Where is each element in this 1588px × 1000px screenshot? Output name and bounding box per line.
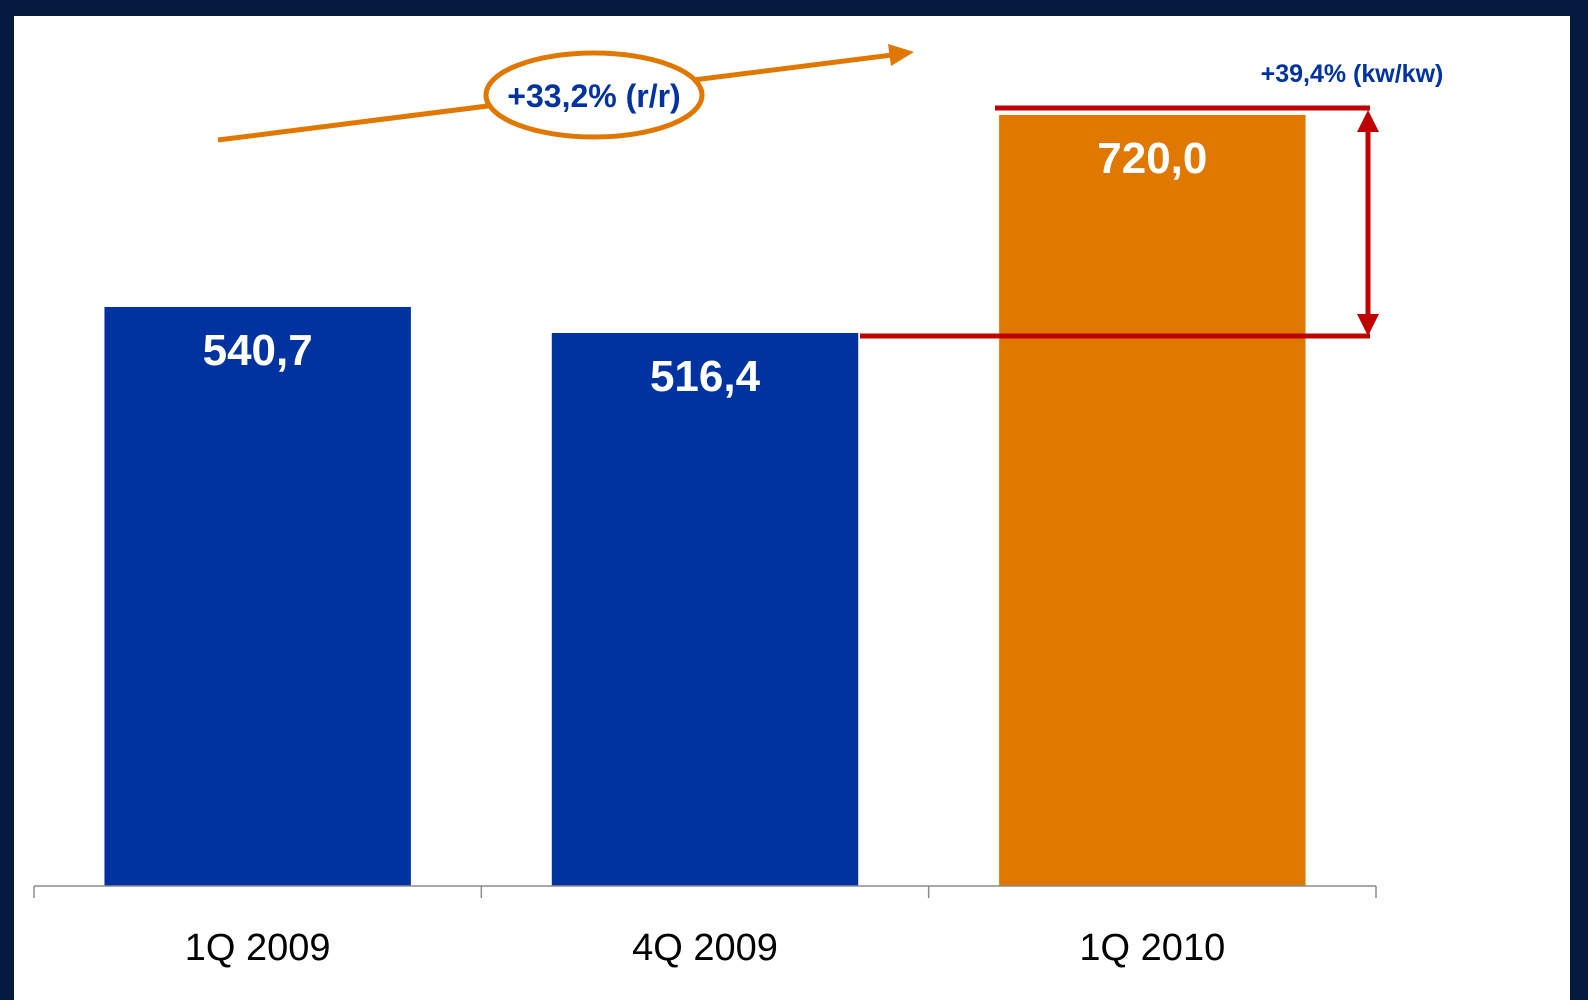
labels-group: 540,7 1Q 2009 516,4 4Q 2009 720,0 1Q 2010 <box>185 134 1225 969</box>
bar-1 <box>104 307 411 886</box>
x-axis <box>33 885 1377 898</box>
yoy-label: +33,2% (r/r) <box>507 78 680 114</box>
slide-frame-top <box>0 0 1588 16</box>
x-tick-label-3: 1Q 2010 <box>1079 927 1225 969</box>
bar-value-label-3: 720,0 <box>1097 134 1207 183</box>
yoy-label-ellipse <box>483 50 705 140</box>
bar-2 <box>551 333 859 886</box>
bar-3 <box>999 115 1306 886</box>
qoq-annotation: +39,4% (kw/kw) <box>860 60 1444 339</box>
bar-value-label-1: 540,7 <box>203 326 313 375</box>
slide-frame-right <box>1570 0 1588 1000</box>
bars-group <box>104 115 1306 886</box>
qoq-label: +39,4% (kw/kw) <box>1261 60 1444 88</box>
yoy-trend-arrowhead-icon <box>888 44 914 66</box>
x-tick-label-2: 4Q 2009 <box>632 927 778 969</box>
bar-value-label-2: 516,4 <box>650 352 761 401</box>
yoy-annotation: +33,2% (r/r) <box>217 44 914 143</box>
qoq-arrow-up-icon <box>1357 110 1379 132</box>
qoq-arrow-down-icon <box>1357 314 1379 336</box>
slide-frame-left <box>0 0 14 1000</box>
x-tick-label-1: 1Q 2009 <box>185 927 331 969</box>
